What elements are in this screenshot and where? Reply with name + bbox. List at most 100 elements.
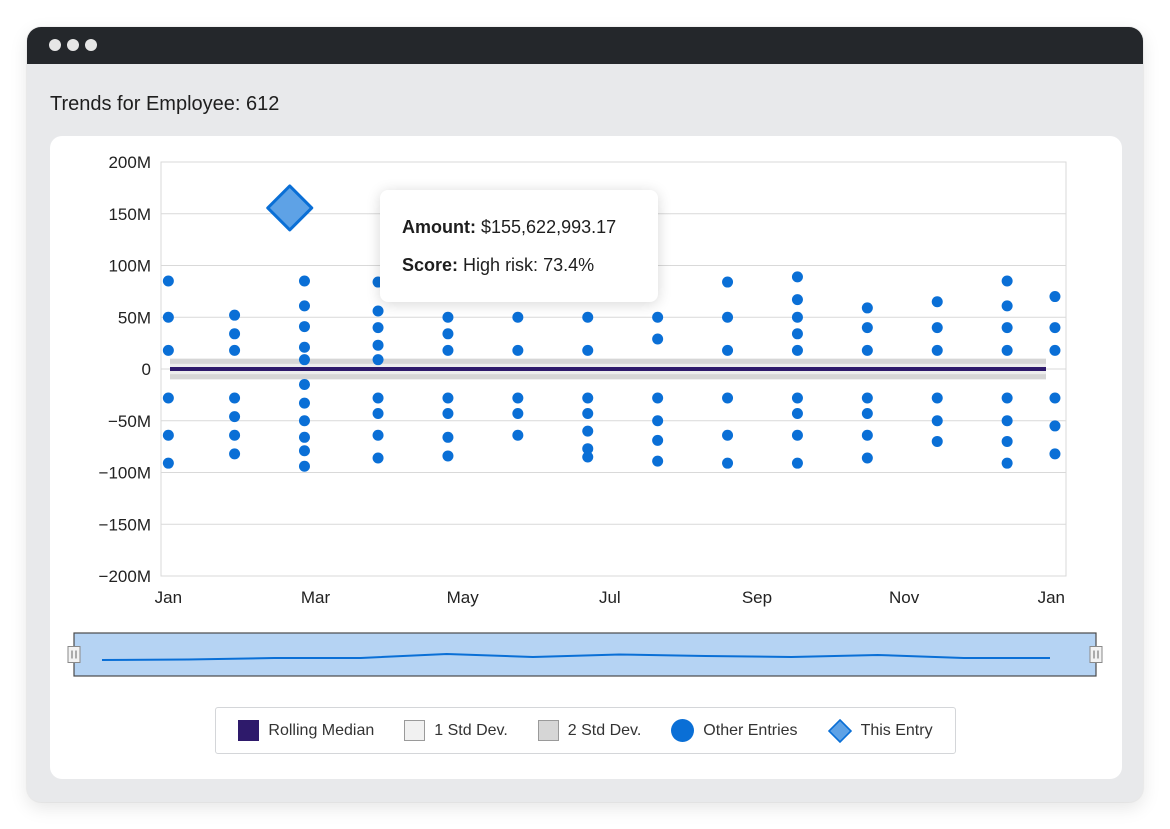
other-entry-point[interactable] — [229, 328, 241, 340]
other-entry-point[interactable] — [162, 457, 174, 469]
navigator-left-handle[interactable] — [67, 646, 81, 663]
other-entry-point[interactable] — [931, 344, 943, 356]
other-entry-point[interactable] — [1001, 322, 1013, 334]
other-entry-point[interactable] — [442, 328, 454, 340]
other-entry-point[interactable] — [162, 392, 174, 404]
legend-item-std2[interactable]: 2 Std Dev. — [537, 720, 641, 741]
other-entry-point[interactable] — [372, 392, 384, 404]
other-entry-point[interactable] — [1049, 291, 1061, 303]
other-entry-point[interactable] — [1049, 392, 1061, 404]
other-entry-point[interactable] — [791, 408, 803, 420]
other-entry-point[interactable] — [861, 392, 873, 404]
other-entry-point[interactable] — [722, 457, 734, 469]
other-entry-point[interactable] — [582, 451, 594, 463]
other-entry-point[interactable] — [791, 392, 803, 404]
other-entry-point[interactable] — [861, 344, 873, 356]
other-entry-point[interactable] — [1001, 457, 1013, 469]
other-entry-point[interactable] — [229, 392, 241, 404]
legend-item-std1[interactable]: 1 Std Dev. — [404, 720, 508, 741]
other-entry-point[interactable] — [298, 321, 310, 333]
other-entry-point[interactable] — [162, 311, 174, 323]
other-entry-point[interactable] — [722, 392, 734, 404]
other-entry-point[interactable] — [722, 276, 734, 288]
other-entry-point[interactable] — [442, 311, 454, 323]
other-entry-point[interactable] — [1049, 448, 1061, 460]
other-entry-point[interactable] — [1049, 322, 1061, 334]
other-entry-point[interactable] — [162, 275, 174, 287]
other-entry-point[interactable] — [861, 429, 873, 441]
other-entry-point[interactable] — [652, 455, 664, 467]
other-entry-point[interactable] — [442, 344, 454, 356]
other-entry-point[interactable] — [582, 311, 594, 323]
other-entry-point[interactable] — [582, 443, 594, 455]
other-entry-point[interactable] — [582, 408, 594, 420]
legend-item-this-entry[interactable]: This Entry — [827, 718, 933, 743]
other-entry-point[interactable] — [1049, 344, 1061, 356]
other-entry-point[interactable] — [722, 311, 734, 323]
other-entry-point[interactable] — [372, 408, 384, 420]
other-entry-point[interactable] — [298, 379, 310, 391]
other-entry-point[interactable] — [298, 300, 310, 312]
other-entry-point[interactable] — [652, 415, 664, 427]
other-entry-point[interactable] — [1001, 392, 1013, 404]
other-entry-point[interactable] — [931, 392, 943, 404]
other-entry-point[interactable] — [512, 344, 524, 356]
other-entry-point[interactable] — [722, 429, 734, 441]
other-entry-point[interactable] — [512, 429, 524, 441]
other-entry-point[interactable] — [861, 408, 873, 420]
other-entry-point[interactable] — [512, 408, 524, 420]
other-entry-point[interactable] — [791, 344, 803, 356]
other-entry-point[interactable] — [1001, 435, 1013, 447]
other-entry-point[interactable] — [861, 322, 873, 334]
other-entry-point[interactable] — [582, 392, 594, 404]
window-dot-icon[interactable] — [49, 39, 61, 51]
other-entry-point[interactable] — [372, 322, 384, 334]
other-entry-point[interactable] — [791, 328, 803, 340]
other-entry-point[interactable] — [931, 415, 943, 427]
other-entry-point[interactable] — [442, 450, 454, 462]
other-entry-point[interactable] — [162, 429, 174, 441]
other-entry-point[interactable] — [1001, 415, 1013, 427]
other-entry-point[interactable] — [229, 411, 241, 423]
other-entry-point[interactable] — [582, 425, 594, 437]
other-entry-point[interactable] — [298, 341, 310, 353]
other-entry-point[interactable] — [372, 354, 384, 366]
other-entry-point[interactable] — [652, 392, 664, 404]
window-dot-icon[interactable] — [85, 39, 97, 51]
other-entry-point[interactable] — [582, 344, 594, 356]
other-entry-point[interactable] — [931, 296, 943, 308]
other-entry-point[interactable] — [1001, 275, 1013, 287]
other-entry-point[interactable] — [512, 311, 524, 323]
other-entry-point[interactable] — [791, 311, 803, 323]
other-entry-point[interactable] — [442, 408, 454, 420]
other-entry-point[interactable] — [229, 429, 241, 441]
other-entry-point[interactable] — [861, 452, 873, 464]
other-entry-point[interactable] — [861, 302, 873, 314]
other-entry-point[interactable] — [722, 344, 734, 356]
other-entry-point[interactable] — [298, 431, 310, 443]
other-entry-point[interactable] — [512, 392, 524, 404]
other-entry-point[interactable] — [791, 271, 803, 283]
other-entry-point[interactable] — [652, 434, 664, 446]
other-entry-point[interactable] — [791, 429, 803, 441]
other-entry-point[interactable] — [442, 431, 454, 443]
other-entry-point[interactable] — [931, 322, 943, 334]
other-entry-point[interactable] — [229, 448, 241, 460]
other-entry-point[interactable] — [298, 445, 310, 457]
other-entry-point[interactable] — [372, 305, 384, 317]
other-entry-point[interactable] — [1001, 300, 1013, 312]
other-entry-point[interactable] — [298, 415, 310, 427]
other-entry-point[interactable] — [229, 309, 241, 321]
other-entry-point[interactable] — [372, 429, 384, 441]
other-entry-point[interactable] — [931, 435, 943, 447]
other-entry-point[interactable] — [652, 333, 664, 345]
other-entry-point[interactable] — [652, 311, 664, 323]
legend-item-rolling-median[interactable]: Rolling Median — [238, 720, 374, 741]
this-entry-point[interactable] — [266, 184, 314, 232]
other-entry-point[interactable] — [298, 460, 310, 472]
other-entry-point[interactable] — [1001, 344, 1013, 356]
other-entry-point[interactable] — [791, 294, 803, 306]
other-entry-point[interactable] — [229, 344, 241, 356]
other-entry-point[interactable] — [162, 344, 174, 356]
other-entry-point[interactable] — [442, 392, 454, 404]
